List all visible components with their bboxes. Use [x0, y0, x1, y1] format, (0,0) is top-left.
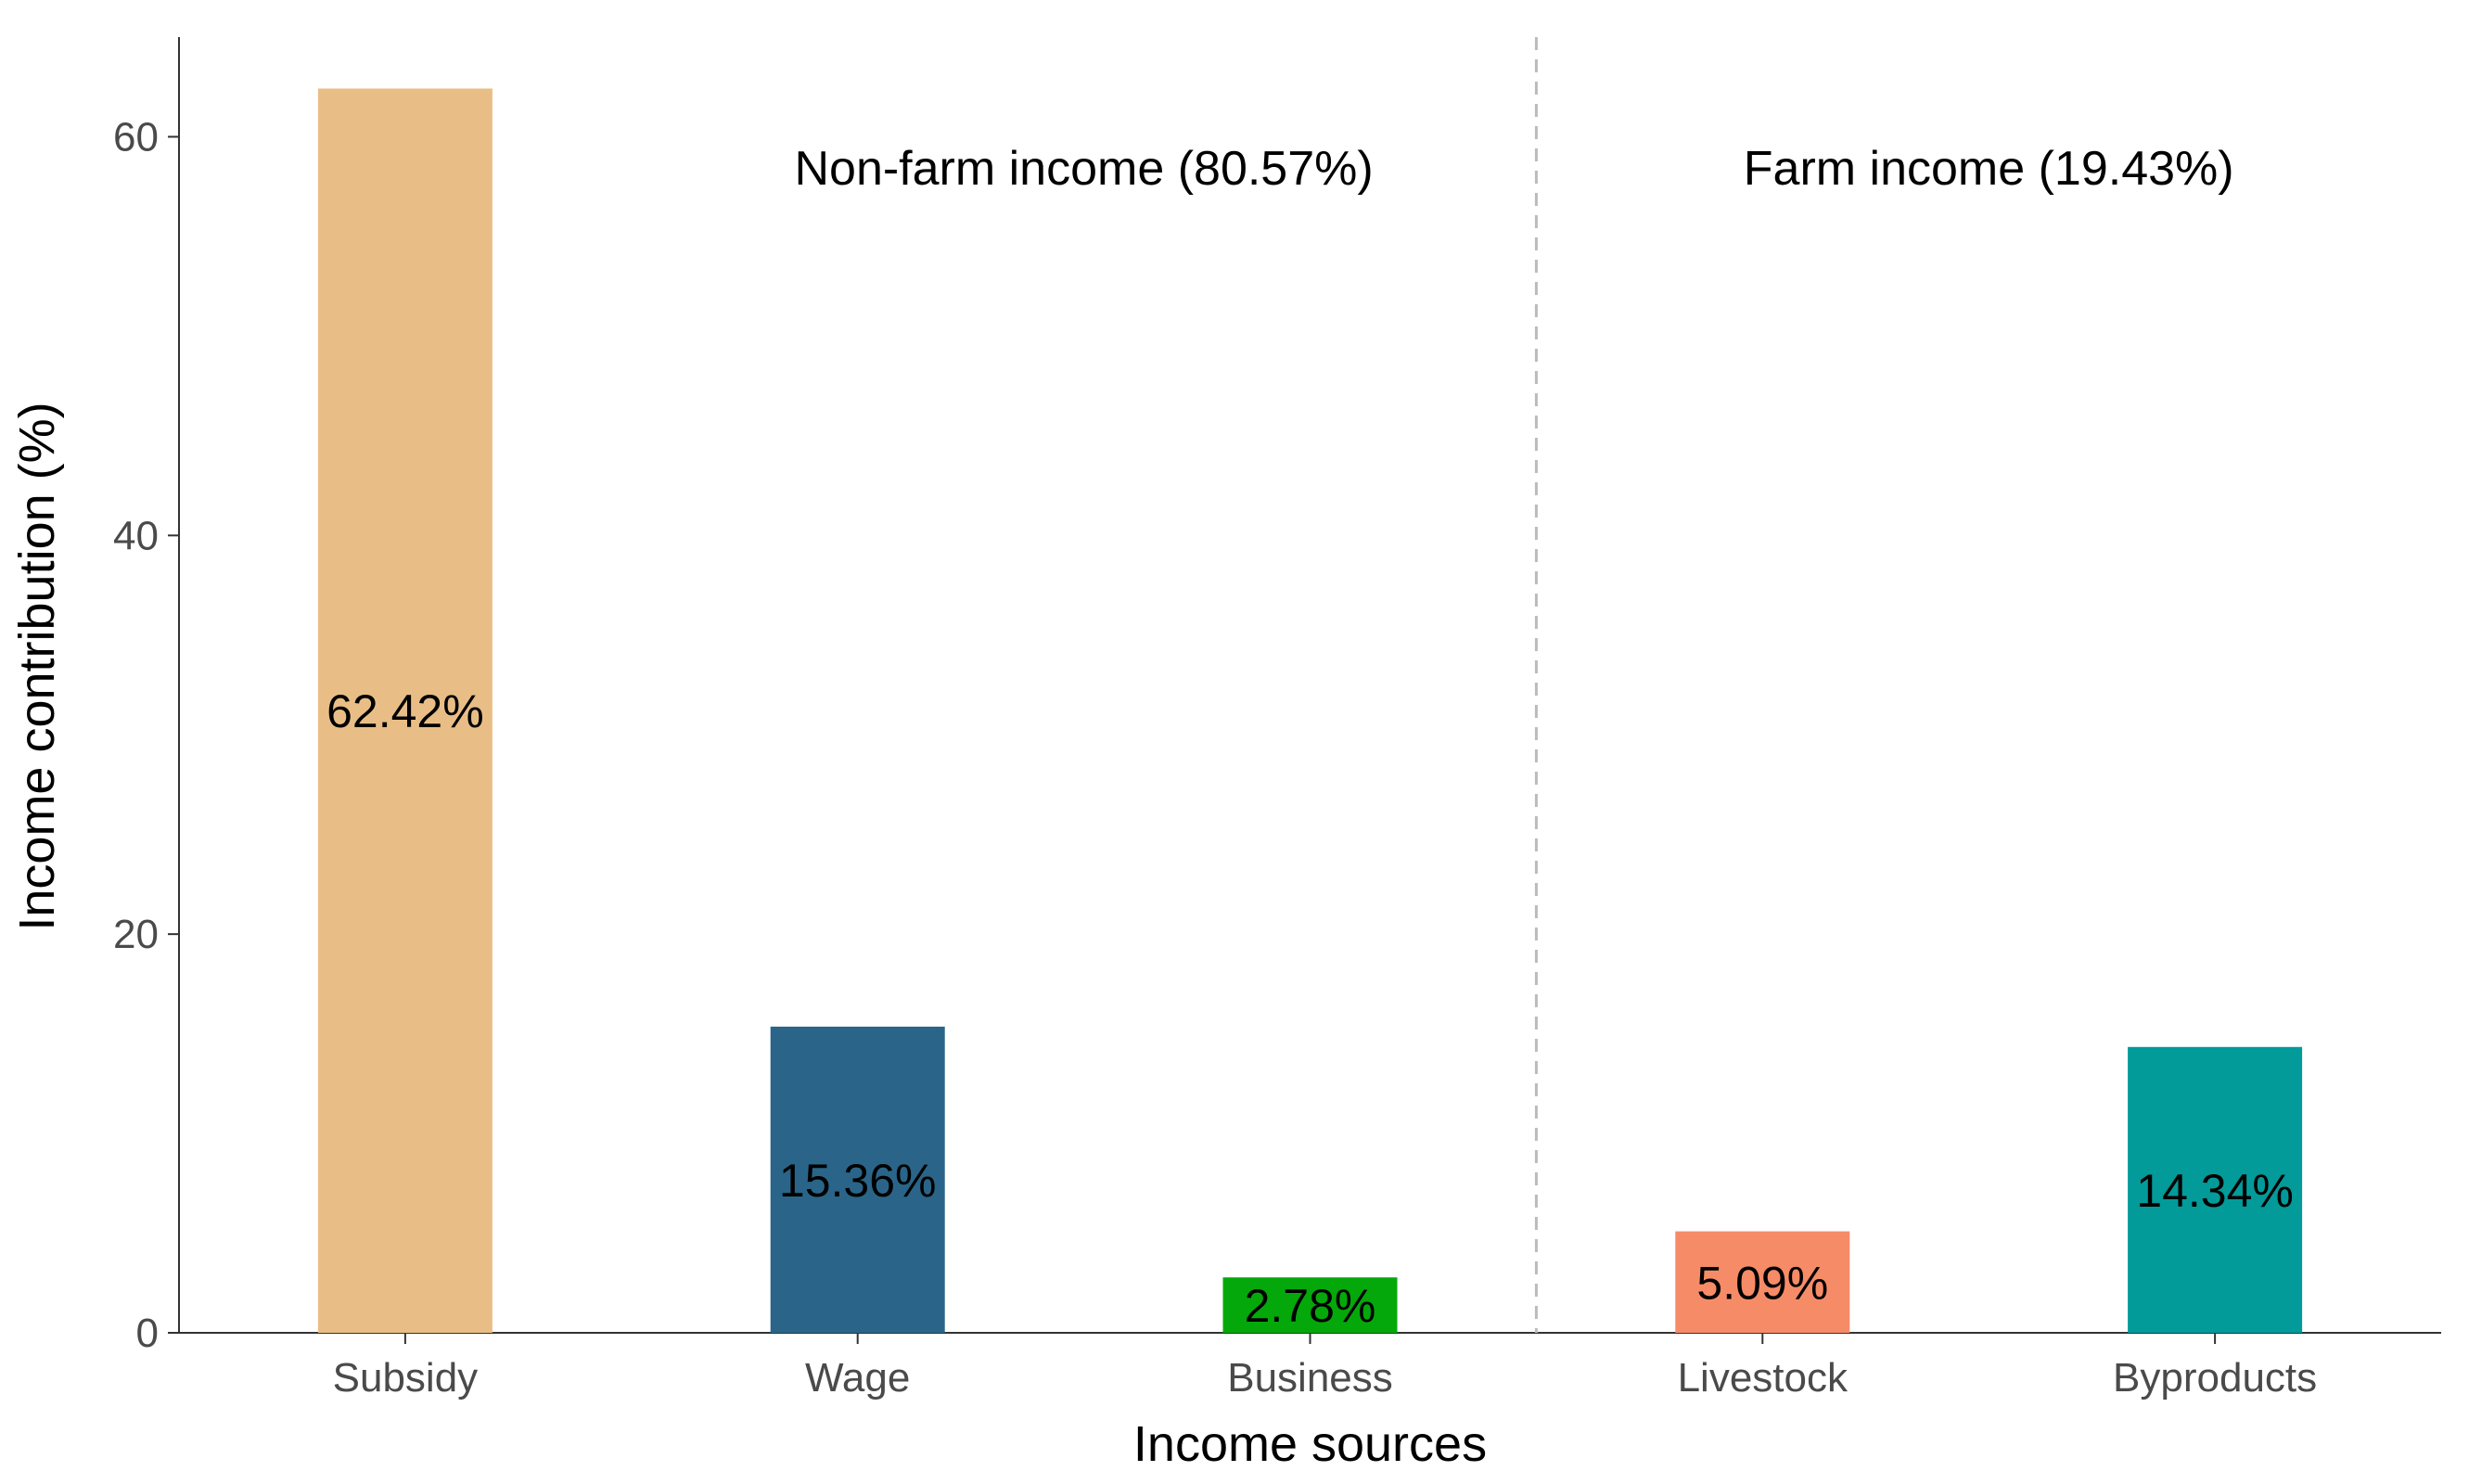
bar-byproducts: [2128, 1046, 2303, 1333]
x-axis-title: Income sources: [1133, 1416, 1487, 1472]
x-tick-label-subsidy: Subsidy: [333, 1355, 479, 1401]
y-tick-label: 20: [113, 912, 159, 957]
bars-group: 62.42% 15.36% 2.78% 5.09% 14.34%: [317, 88, 2303, 1333]
x-tick-label-livestock: Livestock: [1678, 1355, 1849, 1401]
annotations-group: Non-farm income (80.57%) Farm income (19.…: [794, 142, 2233, 196]
y-ticks-group: 0 20 40 60: [113, 114, 179, 1356]
bar-wage: [770, 1026, 945, 1333]
y-axis-title: Income contribution (%): [9, 402, 65, 930]
group-annotation-non-farm: Non-farm income (80.57%): [794, 142, 1373, 196]
x-tick-label-wage: Wage: [805, 1355, 910, 1401]
axes-group: [178, 37, 2441, 1334]
y-tick-label: 40: [113, 513, 159, 558]
x-ticks-group: Subsidy Wage Business Livestock Byproducts: [333, 1333, 2317, 1401]
bar-value-label-livestock: 5.09%: [1696, 1257, 1828, 1309]
bar-value-label-business: 2.78%: [1245, 1280, 1376, 1332]
bar-livestock: [1675, 1231, 1850, 1333]
bar-value-label-wage: 15.36%: [779, 1155, 937, 1207]
x-tick-label-byproducts: Byproducts: [2113, 1355, 2317, 1401]
bar-value-label-subsidy: 62.42%: [326, 685, 484, 737]
x-tick-label-business: Business: [1227, 1355, 1393, 1401]
y-tick-label: 0: [136, 1311, 159, 1356]
bar-subsidy: [317, 88, 493, 1333]
bar-business: [1222, 1277, 1398, 1333]
group-annotation-farm: Farm income (19.43%): [1744, 142, 2234, 196]
bar-value-label-byproducts: 14.34%: [2136, 1165, 2294, 1217]
y-tick-label: 60: [113, 114, 159, 160]
